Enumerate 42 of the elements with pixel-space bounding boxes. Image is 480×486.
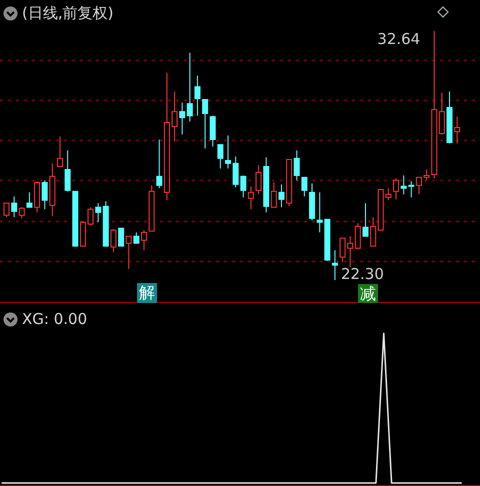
candlestick bbox=[316, 192, 323, 233]
candlestick bbox=[95, 202, 102, 223]
candlestick bbox=[217, 144, 224, 169]
candlestick bbox=[256, 164, 262, 195]
candlestick bbox=[133, 232, 140, 244]
annotation: 22.30 bbox=[340, 265, 384, 284]
candlestick bbox=[186, 52, 193, 122]
candlestick bbox=[26, 192, 32, 208]
candlestick bbox=[270, 182, 277, 208]
candlestick bbox=[110, 228, 116, 253]
candlestick bbox=[11, 196, 18, 218]
candlestick bbox=[370, 216, 376, 247]
candlestick bbox=[438, 92, 445, 135]
candlestick bbox=[354, 222, 361, 250]
candlestick bbox=[210, 115, 216, 148]
annotation: 32.64 bbox=[377, 30, 420, 48]
candlestick bbox=[56, 136, 63, 168]
chart-title: XG: 0.00 bbox=[22, 310, 88, 328]
candlestick bbox=[400, 174, 407, 195]
candlestick bbox=[278, 184, 284, 208]
chart-title: (日线,前复权) bbox=[22, 4, 114, 22]
candlestick bbox=[4, 202, 10, 218]
candlestick bbox=[156, 139, 162, 189]
candlestick bbox=[301, 176, 308, 197]
tag-badge: 解 bbox=[137, 283, 157, 303]
candlestick bbox=[64, 150, 71, 192]
candlestick bbox=[118, 228, 124, 247]
tag-badge: 减 bbox=[358, 284, 378, 304]
candlestick bbox=[141, 230, 148, 251]
candlestick bbox=[332, 250, 338, 281]
candlestick bbox=[454, 116, 460, 144]
candlestick bbox=[126, 236, 132, 270]
candlestick bbox=[194, 75, 200, 116]
candlestick bbox=[179, 102, 186, 135]
candlestick bbox=[248, 186, 254, 210]
candlestick bbox=[362, 202, 368, 237]
candlestick bbox=[240, 174, 246, 198]
candlestick bbox=[393, 178, 400, 200]
candlestick bbox=[202, 99, 208, 149]
candlestick bbox=[42, 180, 48, 210]
candlestick bbox=[408, 180, 414, 198]
candlestick bbox=[294, 150, 300, 181]
